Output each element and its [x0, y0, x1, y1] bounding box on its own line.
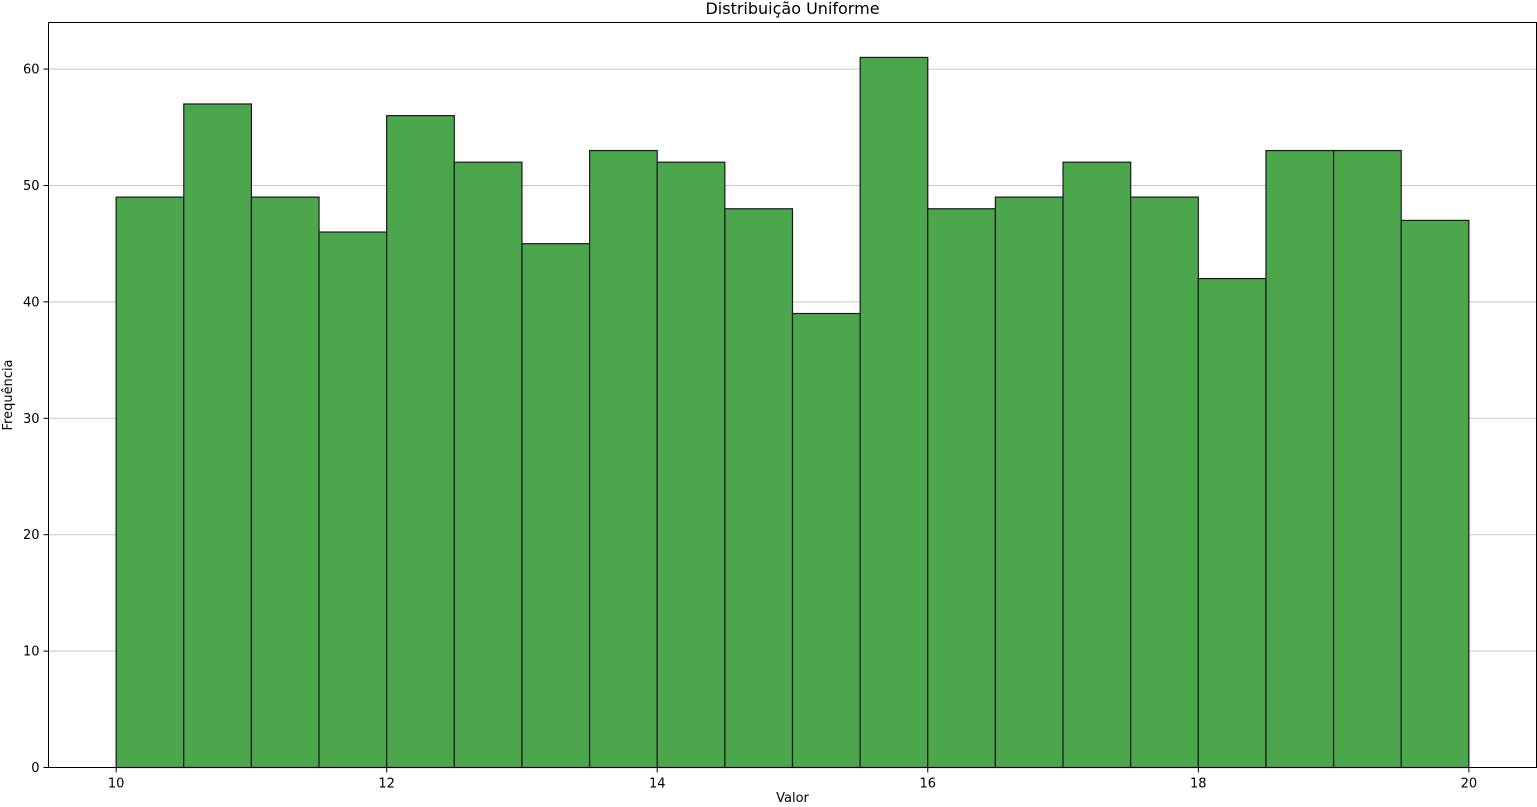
histogram-bar — [1332, 149, 1402, 769]
x-tick-label: 20 — [1461, 777, 1478, 792]
histogram-bar — [183, 103, 253, 769]
x-tick-label: 16 — [919, 777, 936, 792]
histogram-bar — [724, 208, 794, 769]
histogram-bar — [1265, 149, 1335, 769]
histogram-bar — [927, 208, 997, 769]
y-tick-label: 0 — [31, 761, 39, 776]
y-axis-label: Frequência — [1, 359, 16, 430]
histogram-bar — [1130, 196, 1199, 769]
y-tick-label: 60 — [23, 63, 40, 78]
x-axis-label: Valor — [776, 791, 809, 806]
histogram-bar — [115, 196, 185, 769]
histogram-bar — [453, 161, 523, 769]
y-tick-label: 20 — [23, 528, 40, 543]
histogram-bar — [791, 312, 861, 769]
y-tick-label: 30 — [23, 412, 40, 427]
histogram-bar — [1062, 161, 1132, 769]
chart-title: Distribuição Uniforme — [705, 0, 879, 18]
y-axis-ticks: 0 10 20 30 40 50 60 — [23, 63, 49, 776]
y-tick-label: 10 — [23, 645, 40, 660]
histogram-bar — [521, 243, 591, 769]
x-tick-label: 18 — [1190, 777, 1207, 792]
x-tick-label: 10 — [108, 777, 125, 792]
histogram-bar — [1197, 277, 1267, 769]
x-axis-ticks: 10 12 14 16 18 20 — [108, 767, 1478, 792]
y-tick-label: 40 — [23, 295, 40, 310]
x-tick-label: 12 — [378, 777, 395, 792]
histogram-bar — [994, 196, 1064, 769]
histogram-bar — [656, 161, 726, 769]
bars-group — [115, 56, 1470, 769]
histogram-bar — [1400, 219, 1470, 769]
histogram-bar — [859, 56, 929, 769]
x-tick-label: 14 — [649, 777, 666, 792]
histogram-bar — [318, 231, 388, 769]
histogram-bar — [250, 196, 320, 769]
histogram-bar — [588, 149, 658, 769]
y-tick-label: 50 — [23, 179, 40, 194]
histogram-bar — [386, 115, 455, 769]
